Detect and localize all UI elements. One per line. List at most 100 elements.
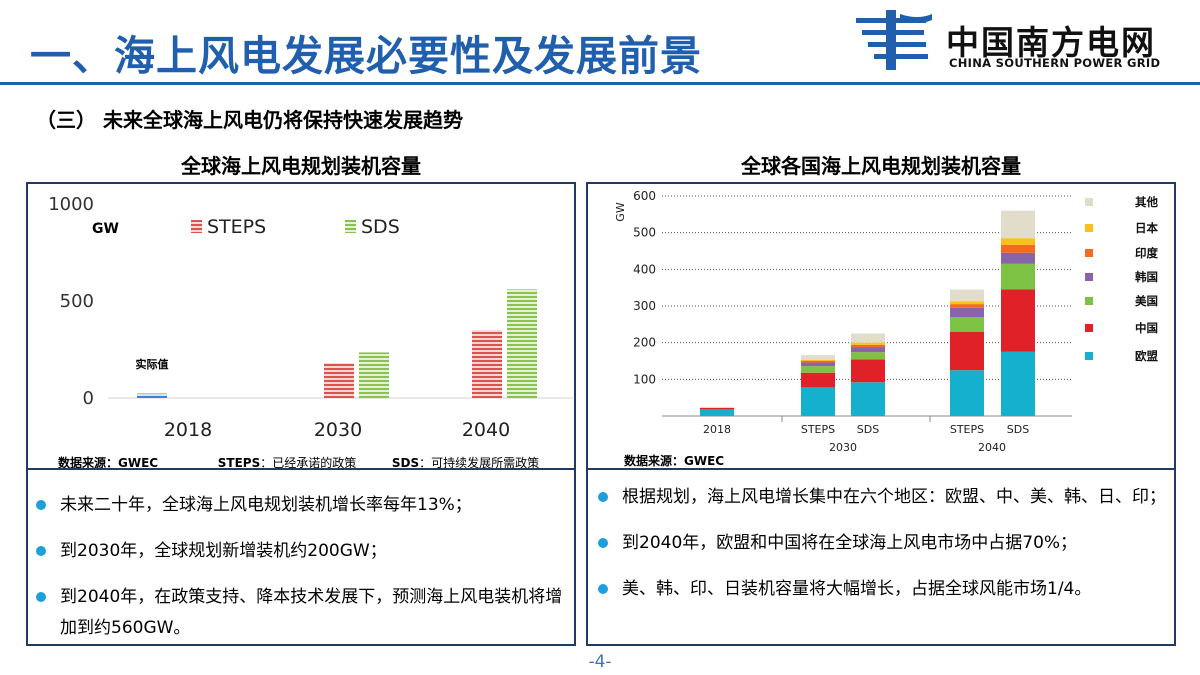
bullet-dot-icon bbox=[598, 584, 608, 594]
legend-swatch bbox=[1085, 249, 1093, 257]
page-number: -4- bbox=[588, 652, 612, 672]
legend-swatch-sds bbox=[345, 220, 356, 233]
stacked-segment-5 bbox=[851, 342, 885, 345]
stacked-segment-3 bbox=[851, 347, 885, 353]
bullet-dot-icon bbox=[598, 492, 608, 502]
page-title: 一、海上风电发展必要性及发展前景 bbox=[30, 32, 702, 80]
y-tick-label: 600 bbox=[633, 189, 656, 203]
sds-key: SDS bbox=[391, 456, 420, 470]
x-tick-label: 2030 bbox=[314, 419, 362, 441]
x-tick-label: 2018 bbox=[703, 423, 731, 436]
stacked-segment-6 bbox=[1001, 210, 1035, 239]
stacked-segment-2 bbox=[950, 317, 984, 332]
steps-key: STEPS bbox=[217, 456, 261, 470]
legend-swatch bbox=[1085, 324, 1093, 332]
bullet-dot-icon bbox=[36, 592, 46, 602]
x-tick-label: STEPS bbox=[950, 423, 984, 436]
bar-steps bbox=[324, 363, 354, 398]
stacked-segment-0 bbox=[851, 382, 885, 416]
stacked-segment-4 bbox=[851, 344, 885, 348]
right-divider bbox=[586, 468, 1176, 470]
list-item: 根据规划，海上风电增长集中在六个地区：欧盟、中、美、韩、日、印； bbox=[596, 482, 1170, 513]
list-item: 未来二十年，全球海上风电规划装机增长率每年13%； bbox=[34, 490, 570, 521]
stacked-segment-3 bbox=[801, 362, 835, 367]
y-axis-label: GW bbox=[614, 202, 627, 222]
y-tick-label: 1000 bbox=[48, 194, 94, 215]
stacked-segment-0 bbox=[801, 387, 835, 416]
stacked-segment-6 bbox=[851, 333, 885, 343]
y-tick-label: 500 bbox=[633, 226, 656, 240]
legend-label: 其他 bbox=[1135, 195, 1158, 209]
left-panel: 0 500 1000 GW 2018 2030 2040 实际值 STEPS SDS 数据来源：G… bbox=[26, 182, 576, 646]
bullet-dot-icon bbox=[36, 546, 46, 556]
stacked-segment-1 bbox=[950, 331, 984, 371]
legend-swatch bbox=[1085, 224, 1093, 232]
right-chart-title: 全球各国海上风电规划装机容量 bbox=[741, 154, 1021, 178]
legend-swatch bbox=[1085, 273, 1093, 281]
stacked-segment-1 bbox=[700, 407, 734, 410]
stacked-segment-3 bbox=[950, 307, 984, 317]
x-group-label: 2030 bbox=[829, 441, 857, 454]
bar-actual bbox=[137, 393, 167, 398]
stacked-segment-6 bbox=[801, 355, 835, 360]
list-item: 到2030年，全球规划新增装机约200GW； bbox=[34, 536, 570, 567]
legend-label-steps: STEPS bbox=[207, 216, 266, 238]
legend-swatch bbox=[1085, 198, 1093, 206]
legend-swatch bbox=[1085, 352, 1093, 360]
y-tick-label: 200 bbox=[633, 336, 656, 350]
y-axis-label: GW bbox=[92, 221, 119, 237]
stacked-segment-5 bbox=[801, 359, 835, 361]
stacked-segment-1 bbox=[1001, 289, 1035, 352]
right-panel: 100 200 300 400 500 600 GW 2018 STEPS SDS STEPS SDS… bbox=[586, 182, 1176, 646]
logo-emblem-icon bbox=[856, 10, 932, 70]
logo-text-cn: 中国南方电网 bbox=[946, 23, 1156, 62]
stacked-segment-2 bbox=[851, 352, 885, 360]
list-item: 美、韩、印、日装机容量将大幅增长，占据全球风能市场1/4。 bbox=[596, 574, 1170, 605]
left-bar-chart: 0 500 1000 GW 2018 2030 2040 实际值 STEPS SDS bbox=[48, 194, 573, 441]
bullet-dot-icon bbox=[36, 500, 46, 510]
y-tick-label: 0 bbox=[83, 388, 94, 409]
bar-sds bbox=[359, 352, 389, 398]
x-tick-label: 2018 bbox=[164, 419, 212, 441]
right-bullets: 根据规划，海上风电增长集中在六个地区：欧盟、中、美、韩、日、印； 到2040年，… bbox=[596, 482, 1170, 620]
x-group-label: 2040 bbox=[978, 441, 1006, 454]
stacked-segment-0 bbox=[700, 409, 734, 416]
stacked-segment-4 bbox=[801, 361, 835, 363]
legend-label: 中国 bbox=[1135, 321, 1158, 335]
bar-sds bbox=[507, 289, 537, 398]
stacked-segment-5 bbox=[950, 301, 984, 305]
company-logo: 中国南方电网 CHINA SOUTHERN POWER GRID bbox=[856, 8, 1160, 70]
source-note: 数据来源：GWEC bbox=[58, 456, 159, 470]
y-tick-label: 300 bbox=[633, 299, 656, 313]
steps-desc: ：已经承诺的政策 bbox=[260, 456, 357, 470]
actual-value-annotation: 实际值 bbox=[136, 357, 169, 371]
left-divider bbox=[26, 468, 576, 470]
stacked-segment-2 bbox=[801, 366, 835, 373]
bullet-dot-icon bbox=[598, 538, 608, 548]
left-bullets: 未来二十年，全球海上风电规划装机增长率每年13%； 到2030年，全球规划新增装… bbox=[34, 490, 570, 659]
x-tick-label: STEPS bbox=[801, 423, 835, 436]
legend-label: 印度 bbox=[1135, 246, 1158, 260]
legend-label-sds: SDS bbox=[361, 216, 400, 238]
header-rule bbox=[0, 82, 1200, 85]
sds-desc: ：可持续发展所需政策 bbox=[419, 456, 540, 470]
y-tick-label: 400 bbox=[633, 262, 656, 276]
right-stacked-bar-chart: 100 200 300 400 500 600 GW 2018 STEPS SDS STEPS SDS… bbox=[614, 189, 1158, 454]
left-chart-title: 全球海上风电规划装机容量 bbox=[181, 154, 421, 178]
legend-label: 日本 bbox=[1135, 221, 1158, 235]
stacked-segment-1 bbox=[851, 359, 885, 383]
stacked-segment-0 bbox=[1001, 351, 1035, 416]
stacked-segment-6 bbox=[700, 406, 734, 408]
stacked-segment-0 bbox=[950, 370, 984, 416]
legend-label: 欧盟 bbox=[1135, 349, 1158, 363]
legend-label: 韩国 bbox=[1135, 270, 1158, 284]
list-item: 到2040年，欧盟和中国将在全球海上风电市场中占据70%； bbox=[596, 528, 1170, 559]
stacked-segment-2 bbox=[1001, 263, 1035, 290]
stacked-segment-1 bbox=[801, 372, 835, 388]
bar-steps bbox=[472, 330, 502, 398]
x-tick-label: 2040 bbox=[462, 419, 510, 441]
y-tick-label: 100 bbox=[633, 372, 656, 386]
stacked-segment-5 bbox=[1001, 238, 1035, 245]
x-tick-label: SDS bbox=[857, 423, 879, 436]
legend-swatch-steps bbox=[191, 220, 202, 233]
